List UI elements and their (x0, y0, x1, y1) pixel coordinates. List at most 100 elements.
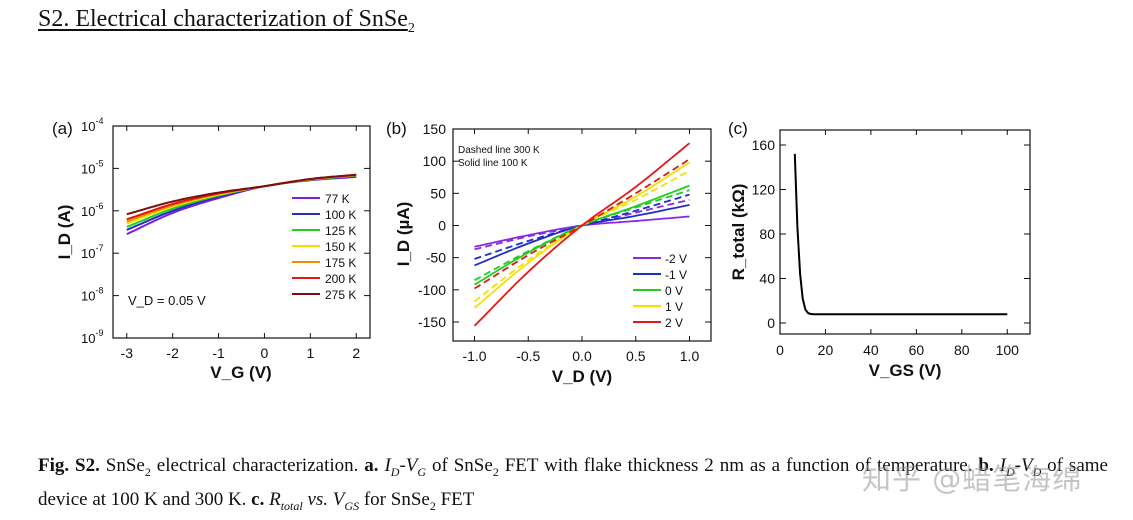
caption-sub: 2 (492, 464, 499, 479)
caption-sub: 2 (144, 464, 151, 479)
caption-text: I (378, 455, 391, 476)
caption-b-label: b. (978, 455, 994, 476)
caption-sub: GS (344, 498, 360, 513)
panel-b-series-line (474, 193, 690, 260)
panel-a-legend-label: 200 K (325, 272, 356, 286)
panel-a-series-line (126, 175, 357, 231)
panel-a-ytick-exp: -4 (95, 116, 103, 126)
panel-a-legend-label: 175 K (325, 256, 356, 270)
panel-b-xtick-label: 0.0 (572, 348, 592, 364)
watermark: 知乎 @蜡笔海绵 (862, 462, 1083, 496)
section-heading: S2. Electrical characterization of SnSe2 (38, 6, 415, 37)
caption-text: electrical characterization. (150, 455, 365, 476)
panel-c-xtick-label: 60 (909, 342, 925, 358)
panel-c-xtick-label: 0 (776, 342, 784, 358)
panel-a-ytick-label: 10-6 (81, 201, 103, 219)
panel-a-ytick-exp: -7 (95, 243, 103, 253)
panel-b-legend-label: -1 V (665, 268, 687, 282)
panel-b-label: (b) (386, 119, 407, 138)
panel-a-legend-label: 275 K (325, 288, 356, 302)
panel-a-legend-label: 150 K (325, 240, 356, 254)
panel-a-legend-label: 77 K (325, 192, 350, 206)
panel-a-legend-label: 100 K (325, 208, 356, 222)
panel-a-ytick-label: 10-4 (81, 116, 103, 134)
panel-c-xtick-label: 40 (863, 342, 879, 358)
panel-a-ytick-label: 10-8 (81, 286, 103, 304)
panel-b-xtick-label: -1.0 (462, 348, 486, 364)
panel-a-xtick-label: 1 (306, 345, 314, 361)
panel-a-ytick-exp: -9 (95, 328, 103, 338)
panel-c-ylabel: R_total (kΩ) (729, 184, 748, 281)
panel-b-series-line (473, 161, 690, 309)
panel-a-ytick-base: 10 (81, 331, 95, 346)
caption-text: of same device at 100 K and 300 K. (38, 455, 1108, 510)
caption-sub: G (417, 464, 427, 479)
panel-b-ytick-label: -150 (418, 314, 446, 330)
panel-b-legend-label: 1 V (665, 300, 683, 314)
panel-a-frame (112, 125, 371, 339)
panel-b-series-line (473, 142, 691, 327)
panel-a-xtick-label: -2 (166, 345, 179, 361)
caption-text: R (264, 488, 281, 510)
panel-a-ytick-exp: -5 (95, 158, 103, 168)
panel-a-ytick-label: 10-7 (81, 243, 103, 261)
caption-text: -V (399, 455, 418, 476)
figure-caption: Fig. S2. SnSe2 electrical characterizati… (38, 452, 1108, 520)
panel-c-ytick-label: 120 (752, 182, 776, 198)
panel-a-series-line (126, 173, 357, 216)
panel-a-series-line (126, 174, 357, 228)
panel-c-xtick-label: 80 (954, 342, 970, 358)
panel-a-ytick-label: 10-9 (81, 328, 103, 346)
caption-text: -V (1014, 455, 1033, 476)
panel-a-ytick-label: 10-5 (81, 158, 103, 176)
panel-b: (b) -1.0 -0.5 0.0 0.5 1.0 -150 -100 -50 0 50 100 15… (386, 119, 712, 386)
panel-a: (a) -3 -2 -1 0 1 210-910-810-710-610-510-4 77… (52, 116, 371, 382)
panel-b-xtick-label: 1.0 (680, 348, 700, 364)
panel-a-xtick-label: 0 (261, 345, 269, 361)
caption-sub: D (390, 464, 400, 479)
panel-a-series-line (126, 175, 357, 236)
caption-text: for SnSe (359, 488, 430, 510)
caption-text: FET with flake thickness 2 nm as a funct… (498, 455, 979, 476)
panel-c-xtick-label: 20 (818, 342, 834, 358)
panel-a-xtick-label: -3 (121, 345, 134, 361)
panel-a-xtick-label: -1 (212, 345, 225, 361)
panel-b-series-line (474, 204, 690, 267)
panel-b-xtick-label: -0.5 (516, 348, 540, 364)
panel-c-ytick-label: 0 (767, 315, 775, 331)
caption-text: SnSe (99, 455, 145, 476)
panel-a-ytick-exp: -8 (95, 286, 103, 296)
panel-c-ytick-label: 40 (759, 271, 775, 287)
panel-b-annotation-solid: Solid line 100 K (458, 158, 528, 169)
panel-a-xlabel: V_G (V) (210, 363, 271, 382)
caption-fig-label: Fig. S2. (38, 455, 100, 476)
caption-text: FET (435, 488, 475, 510)
section-heading-text: S2. Electrical characterization of SnSe (38, 6, 408, 32)
caption-text: vs. V (302, 488, 345, 510)
caption-sub: total (280, 498, 303, 513)
figure-s2: (a) -3 -2 -1 0 1 210-910-810-710-610-510-4 77… (52, 116, 1031, 386)
panel-c-series-line (793, 153, 1008, 316)
panel-c-ytick-label: 80 (759, 226, 775, 242)
panel-c: (c) 0 20 40 60 80 100 0 40 80 120 160 V_GS (V) R_t… (728, 119, 1031, 380)
panel-b-legend-label: 0 V (665, 284, 683, 298)
panel-a-ytick-base: 10 (81, 119, 95, 134)
panel-a-annotation: V_D = 0.05 V (128, 293, 206, 308)
section-heading-subscript: 2 (407, 20, 415, 36)
panel-b-ytick-label: 50 (430, 185, 446, 201)
caption-a-label: a. (364, 455, 379, 476)
panel-a-ytick-base: 10 (81, 161, 95, 176)
panel-c-frame (779, 129, 1031, 335)
panel-b-xtick-label: 0.5 (626, 348, 646, 364)
panel-b-ytick-label: -50 (426, 250, 446, 266)
panel-a-label: (a) (52, 119, 73, 138)
caption-sub: D (1032, 464, 1042, 479)
panel-b-xlabel: V_D (V) (552, 367, 612, 386)
panel-b-legend-label: -2 V (665, 252, 687, 266)
panel-b-series-line (474, 158, 690, 290)
panel-b-ytick-label: 150 (423, 121, 447, 137)
panel-b-ylabel: I_D (µA) (394, 202, 413, 267)
panel-a-ytick-base: 10 (81, 289, 95, 304)
panel-b-ytick-label: 0 (438, 218, 446, 234)
panel-b-ytick-label: 100 (423, 153, 447, 169)
